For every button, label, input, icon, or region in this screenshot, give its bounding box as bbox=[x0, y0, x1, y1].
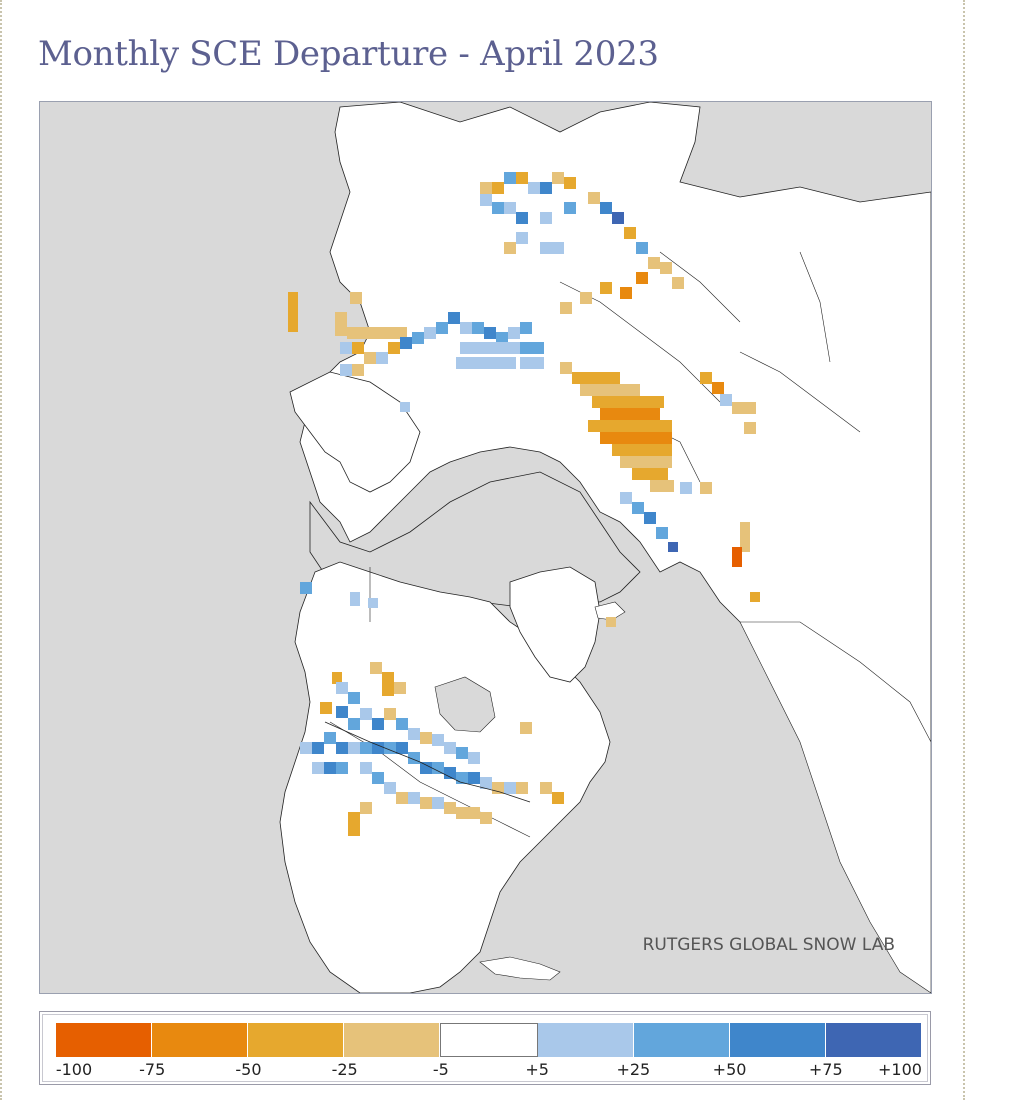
legend-label: +75 bbox=[808, 1060, 843, 1079]
us-canada-border bbox=[324, 721, 531, 803]
hudson-bay bbox=[434, 676, 496, 733]
legend-swatch bbox=[729, 1023, 826, 1057]
legend-swatch bbox=[152, 1023, 249, 1057]
legend-label: +100 bbox=[878, 1060, 922, 1079]
legend-label: -100 bbox=[55, 1060, 93, 1079]
iceland-landmass bbox=[594, 601, 626, 621]
legend-swatch bbox=[537, 1023, 634, 1057]
legend-swatch bbox=[825, 1023, 922, 1057]
legend-swatch bbox=[344, 1023, 441, 1057]
africa-landmass bbox=[739, 621, 931, 993]
legend-label: -75 bbox=[139, 1060, 166, 1079]
legend-label: +50 bbox=[712, 1060, 747, 1079]
central-america bbox=[479, 956, 561, 981]
legend-swatch bbox=[56, 1023, 153, 1057]
map-watermark: RUTGERS GLOBAL SNOW LAB bbox=[643, 935, 895, 955]
legend-swatch bbox=[248, 1023, 345, 1057]
map-svg: RUTGERS GLOBAL SNOW LAB bbox=[279, 102, 931, 993]
left-dotted-rule bbox=[0, 0, 2, 1100]
legend-label: -25 bbox=[331, 1060, 358, 1079]
snow-departure-map: RUTGERS GLOBAL SNOW LAB bbox=[39, 101, 932, 994]
legend-label: +25 bbox=[616, 1060, 651, 1079]
legend-label: -5 bbox=[432, 1060, 449, 1079]
europe-landmass bbox=[289, 371, 421, 493]
departure-cells-eurasia-north bbox=[480, 172, 684, 314]
greenland-landmass bbox=[509, 566, 601, 683]
legend-swatch bbox=[633, 1023, 730, 1057]
departure-cells-europe-west bbox=[288, 292, 544, 412]
legend-labels: -100 -75 -50 -25 -5 +5 +25 +50 +75 +100 bbox=[40, 1058, 930, 1082]
legend-label: -50 bbox=[235, 1060, 262, 1079]
legend-swatch bbox=[440, 1023, 538, 1057]
color-legend: -100 -75 -50 -25 -5 +5 +25 +50 +75 +100 bbox=[39, 1011, 931, 1085]
page-title: Monthly SCE Departure - April 2023 bbox=[38, 34, 659, 74]
departure-cells-europe-east bbox=[560, 362, 760, 627]
legend-label: +5 bbox=[525, 1060, 549, 1079]
right-dotted-rule bbox=[963, 0, 965, 1100]
departure-cells-north-america bbox=[300, 582, 564, 836]
legend-swatches bbox=[56, 1023, 922, 1057]
eurasia-landmass bbox=[299, 102, 931, 993]
